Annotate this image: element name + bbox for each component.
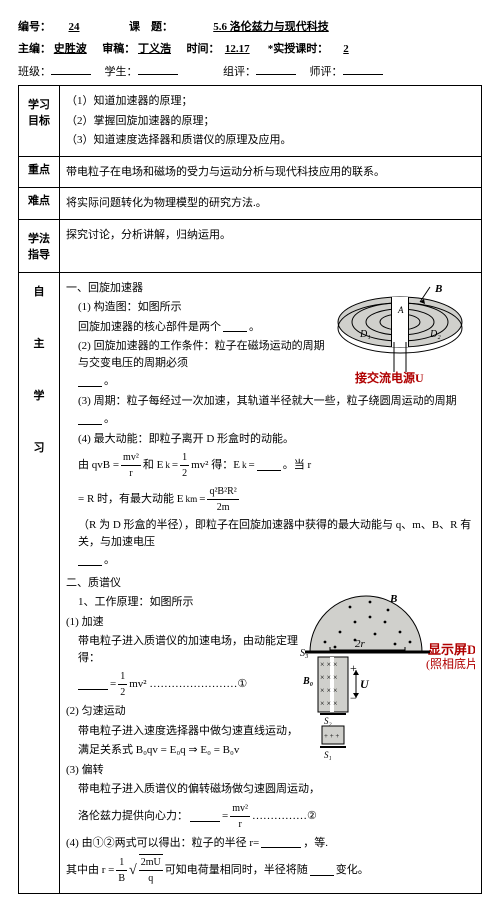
header-row-2: 主编： 史胜波 审稿： 丁义浩 时间： 12.17 *实授课时： 2 [18,40,482,56]
blank-final [310,865,334,876]
svg-text:S₃: S₃ [300,648,309,659]
keypoint-cell: 带电粒子在电场和磁场的受力与运动分析与现代科技应用的联系。 [60,156,482,188]
p2: (2) 回旋加速器的工作条件：粒子在磁场运动的周期与交变电压的周期必须。 [66,338,325,390]
time-label: 时间： [187,43,220,55]
svg-text:D₁: D₁ [359,329,371,340]
svg-text:B: B [389,593,397,605]
frac-final: 1B [116,855,127,886]
frac-half: 12 [180,450,189,481]
p12: 带电粒子进入质谱仪的偏转磁场做匀速圆周运动， [66,781,475,798]
method-text: 探究讨论，分析讲解，归纳运用。 [66,227,475,244]
svg-text:× × ×: × × × [320,699,338,708]
goal-1: （1）知道加速器的原理； [66,93,475,110]
student-blank [138,62,178,75]
frac-half-2: 12 [118,669,127,700]
blank-2 [78,376,102,387]
frac-sqrt: 2mUq [139,854,163,886]
side-goals: 学习目标 [19,86,60,157]
reviewer: 丁义浩 [138,40,171,56]
svg-text:× × ×: × × × [320,660,338,669]
header-row-3: 班级： 学生： 组评： 师评： [18,62,482,79]
goal-2: （2）掌握回旋加速器的原理； [66,113,475,130]
student-label: 学生： [105,66,138,78]
svg-text:S₁: S₁ [324,750,332,760]
side-selfstudy: 自 主 学 习 [19,272,60,894]
class-blank [51,62,91,75]
docnum-label: 编号： [18,18,51,34]
svg-text:接交流电源U: 接交流电源U [355,370,424,385]
goal-3: （3）知道速度选择器和质谱仪的原理及应用。 [66,132,475,149]
topic-label: 课 题： [129,18,173,34]
eq-2: 洛伦兹力提供向心力： = mv²r ……………② [66,801,475,832]
review-label: 审稿： [102,43,135,55]
eq-1: = 12 mv² ……………………① [66,669,300,700]
eq-line-2: = R 时，有最大动能 Ekm = q²B²R²2m （R 为 D 形盒的半径）… [66,484,475,569]
side-method: 学法指导 [19,219,60,272]
svg-text:B₀: B₀ [302,676,314,687]
topic: 5.6 洛伦兹力与现代科技 [181,18,361,34]
group-blank [256,62,296,75]
difficult-cell: 将实际问题转化为物理模型的研究方法.。 [60,188,482,220]
p15: 其中由 r = 1B √ 2mUq 可知电荷量相同时，半径将随 变化。 [66,854,475,886]
class-label: 班级： [18,66,51,78]
side-difficult: 难点 [19,188,60,220]
svg-text:B: B [434,283,442,295]
blank-r [261,837,301,848]
author: 史胜波 [54,40,87,56]
svg-text:× × ×: × × × [320,686,338,695]
body-cell: B A D₁ D₂ 接交流电源U 一、回旋加速器 (1) 构造图：如图所示 回旋… [60,272,482,894]
docnum: 24 [59,21,89,33]
period-label: *实授课时： [268,43,329,55]
frac-mv2-r-2: mv²r [230,801,250,832]
time: 12.17 [222,43,252,55]
svg-text:D₂: D₂ [429,329,441,340]
difficult-text: 将实际问题转化为物理模型的研究方法.。 [66,195,475,212]
frac-ekm: q²B²R²2m [207,484,238,515]
teacher-label: 师评： [310,66,343,78]
svg-text:2r: 2r [355,638,366,650]
period: 2 [331,43,361,55]
svg-text:(照相底片): (照相底片) [426,656,475,671]
svg-text:S₂: S₂ [324,716,332,726]
header-row-1: 编号： 24 课 题： 5.6 洛伦兹力与现代科技 [18,18,482,34]
svg-text:× × ×: × × × [320,673,338,682]
side-keypoint: 重点 [19,156,60,188]
blank-1 [223,321,247,332]
frac-mv2-r: mv²r [121,450,141,481]
figure-cyclotron: B A D₁ D₂ 接交流电源U [325,277,475,390]
svg-text:A: A [397,305,404,315]
method-cell: 探究讨论，分析讲解，归纳运用。 [60,219,482,272]
goals-cell: （1）知道加速器的原理； （2）掌握回旋加速器的原理； （3）知道速度选择器和质… [60,86,482,157]
svg-text:+ + +: + + + [324,732,339,740]
keypoint-text: 带电粒子在电场和磁场的受力与运动分析与现代科技应用的联系。 [66,164,475,181]
figure-mass-spec: B 2r S₃ 显示屏D (照相底片) × × × × × × × × × × × ×… [300,572,475,765]
blank-4 [257,460,281,471]
blank-5 [78,555,102,566]
teacher-blank [343,62,383,75]
p14: (4) 由①②两式可以得出：粒子的半径 r= ，等. [66,835,475,852]
p3: (3) 周期：粒子每经过一次加速，其轨道半径就大一些，粒子绕圆周运动的周期。 [66,393,475,428]
group-label: 组评： [223,66,256,78]
svg-text:显示屏D: 显示屏D [428,642,475,657]
author-label: 主编： [18,43,51,55]
p1b: 回旋加速器的核心部件是两个。 [66,319,325,336]
p4: (4) 最大动能：即粒子离开 D 形盒时的动能。 [66,431,475,448]
svg-text:U: U [360,677,370,691]
main-table: 学习目标 （1）知道加速器的原理； （2）掌握回旋加速器的原理； （3）知道速度… [18,85,482,894]
blank-eq2-left [190,811,220,822]
blank-3 [78,414,102,425]
blank-eq1-left [78,679,108,690]
eq-line-1: 由 qvB = mv²r 和 Ek = 12 mv² 得：Ek = 。当 r [66,450,475,481]
